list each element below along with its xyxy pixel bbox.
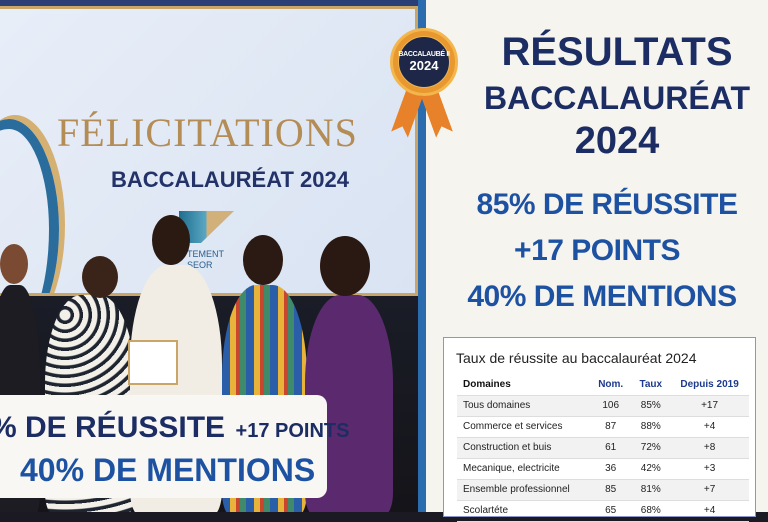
screen-title: FÉLICITATIONS	[57, 110, 358, 155]
logo-text-2: SEOR	[187, 260, 213, 270]
headline-line-2: BACCALAURÉAT	[483, 80, 751, 116]
stat-points: +17 POINTS	[514, 234, 680, 267]
caption-box: % DE RÉUSSITE +17 POINTS 40% DE MENTIONS	[0, 395, 349, 498]
table-row: Ensemble professionnel 85 81% +7	[457, 479, 749, 501]
table-cell: 85	[589, 479, 632, 501]
table-row: Commerce et services 87 88% +4	[457, 416, 749, 438]
col-nom: Nom.	[589, 374, 632, 396]
blue-divider	[418, 0, 426, 512]
certificate	[128, 340, 178, 385]
col-depuis: Depuis 2019	[670, 374, 749, 396]
results-table: Domaines Nom. Taux Depuis 2019 Tous doma…	[457, 374, 749, 522]
table-row: Scolartéte 65 68% +4	[457, 500, 749, 522]
table-cell: +7	[670, 479, 749, 501]
person-4-head	[243, 235, 283, 285]
person-3-head	[152, 215, 190, 265]
results-table-card: Taux de réussite au baccalauréat 2024 Do…	[443, 337, 756, 522]
caption-line-1: % DE RÉUSSITE +17 POINTS	[0, 411, 349, 445]
award-badge: BACCALAUBÉ II 2024	[390, 28, 458, 96]
table-cell: 72%	[631, 437, 671, 459]
table-cell: 65	[589, 500, 632, 522]
caption-points: +17 POINTS	[235, 420, 350, 442]
caption-success: % DE RÉUSSITE	[0, 411, 226, 444]
headline-line-3: 2024	[574, 120, 660, 162]
stat-mentions: 40% DE MENTIONS	[467, 280, 737, 313]
table-row: Construction et buis 61 72% +8	[457, 437, 749, 459]
table-cell: Commerce et services	[457, 416, 590, 438]
col-domaines: Domaines	[457, 374, 590, 396]
table-cell: 85%	[631, 395, 671, 417]
logo-text-1: TEMENT	[187, 249, 224, 259]
table-cell: +3	[670, 458, 749, 480]
table-cell: 36	[589, 458, 632, 480]
table-cell: Ensemble professionnel	[457, 479, 590, 501]
table-row: Tous domaines 106 85% +17	[457, 395, 749, 417]
table-cell: Tous domaines	[457, 395, 590, 417]
table-cell: +17	[670, 395, 749, 417]
stat-success: 85% DE RÉUSSITE	[476, 188, 738, 221]
logo-text: TEMENT SEOR	[187, 249, 224, 271]
screen-subtitle: BACCALAURÉAT 2024	[111, 167, 349, 192]
table-cell: 68%	[631, 500, 671, 522]
ceremony-photo: FÉLICITATIONS BACCALAURÉAT 2024 TEMENT SE…	[0, 0, 425, 512]
table-title: Taux de réussite au baccalauréat 2024	[456, 350, 697, 366]
table-cell: +4	[670, 416, 749, 438]
table-cell: 81%	[631, 479, 671, 501]
person-5-head	[320, 236, 370, 296]
table-cell: 42%	[631, 458, 671, 480]
top-bar	[0, 0, 425, 8]
table-cell: +4	[670, 500, 749, 522]
table-cell: 106	[589, 395, 632, 417]
badge-line-2: 2024	[409, 58, 439, 73]
table-cell: Construction et buis	[457, 437, 590, 459]
table-cell: Scolartéte	[457, 500, 590, 522]
table-cell: 87	[589, 416, 632, 438]
table-cell: Mecanique, electricite	[457, 458, 590, 480]
caption-mentions: 40% DE MENTIONS	[20, 452, 316, 488]
badge-line-1: BACCALAUBÉ II	[398, 51, 450, 58]
table-cell: 61	[589, 437, 632, 459]
person-2-head	[82, 256, 118, 298]
col-taux: Taux	[631, 374, 671, 396]
table-row: Mecanique, electricite 36 42% +3	[457, 458, 749, 480]
person-1-head	[0, 244, 28, 284]
table-cell: 88%	[631, 416, 671, 438]
table-header: Domaines Nom. Taux Depuis 2019	[457, 374, 749, 396]
table-cell: +8	[670, 437, 749, 459]
headline-line-1: RÉSULTATS	[501, 30, 733, 74]
